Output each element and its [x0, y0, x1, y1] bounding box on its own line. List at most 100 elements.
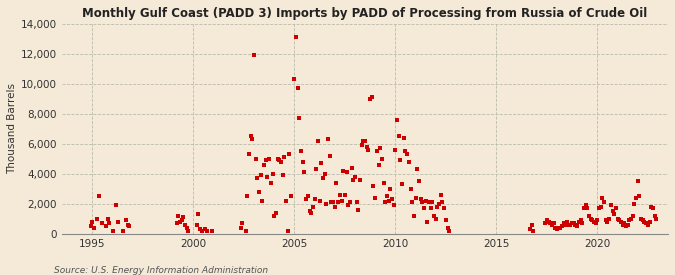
Point	[371, 149, 382, 154]
Point	[548, 221, 559, 226]
Point	[178, 215, 189, 220]
Point	[237, 221, 248, 226]
Point	[353, 208, 364, 212]
Point	[405, 187, 416, 191]
Point	[622, 223, 633, 227]
Point	[207, 229, 217, 233]
Point	[624, 218, 634, 223]
Point	[595, 205, 606, 209]
Point	[627, 214, 638, 218]
Point	[394, 134, 404, 139]
Point	[400, 149, 411, 154]
Point	[377, 157, 387, 161]
Point	[358, 139, 369, 143]
Point	[88, 226, 99, 230]
Point	[336, 199, 347, 203]
Point	[351, 200, 362, 205]
Point	[318, 176, 329, 181]
Point	[557, 224, 568, 229]
Point	[570, 223, 581, 227]
Point	[636, 217, 647, 221]
Point	[647, 206, 658, 211]
Point	[390, 148, 401, 152]
Point	[370, 196, 381, 200]
Point	[302, 194, 313, 199]
Point	[609, 212, 620, 217]
Point	[87, 220, 98, 224]
Point	[550, 226, 561, 230]
Point	[560, 223, 571, 227]
Point	[378, 181, 389, 185]
Point	[558, 221, 569, 226]
Point	[375, 146, 385, 151]
Point	[435, 193, 446, 197]
Point	[286, 194, 296, 199]
Point	[240, 229, 251, 233]
Point	[245, 134, 256, 139]
Point	[112, 220, 123, 224]
Point	[589, 220, 599, 224]
Point	[344, 200, 355, 205]
Point	[348, 178, 358, 182]
Point	[614, 218, 624, 223]
Point	[308, 205, 319, 209]
Point	[252, 176, 263, 181]
Point	[444, 229, 455, 233]
Point	[292, 86, 303, 90]
Point	[201, 229, 212, 233]
Point	[319, 172, 330, 176]
Point	[404, 160, 414, 164]
Point	[574, 220, 585, 224]
Point	[385, 187, 396, 191]
Point	[431, 217, 441, 221]
Point	[361, 145, 372, 149]
Point	[543, 220, 554, 224]
Point	[629, 202, 640, 206]
Point	[439, 206, 450, 211]
Point	[584, 214, 595, 218]
Point	[575, 218, 586, 223]
Point	[255, 173, 266, 178]
Point	[395, 158, 406, 163]
Point	[418, 206, 429, 211]
Point	[649, 214, 660, 218]
Point	[634, 194, 645, 199]
Point	[173, 214, 184, 218]
Point	[617, 223, 628, 227]
Point	[324, 154, 335, 158]
Point	[269, 214, 279, 218]
Point	[343, 203, 354, 208]
Point	[442, 226, 453, 230]
Point	[333, 200, 344, 205]
Point	[590, 221, 601, 226]
Y-axis label: Thousand Barrels: Thousand Barrels	[7, 83, 17, 174]
Point	[565, 223, 576, 227]
Point	[121, 218, 132, 223]
Point	[429, 214, 439, 218]
Point	[327, 200, 338, 205]
Point	[632, 179, 643, 184]
Point	[555, 226, 566, 230]
Point	[117, 229, 128, 233]
Point	[265, 181, 276, 185]
Point	[592, 218, 603, 223]
Point	[578, 206, 589, 211]
Point	[432, 205, 443, 209]
Point	[94, 194, 105, 199]
Point	[301, 197, 312, 202]
Point	[441, 218, 452, 223]
Point	[651, 217, 661, 221]
Point	[610, 206, 621, 211]
Point	[373, 163, 384, 167]
Point	[272, 157, 283, 161]
Point	[424, 200, 435, 205]
Point	[248, 53, 259, 57]
Point	[368, 184, 379, 188]
Point	[540, 221, 551, 226]
Point	[643, 223, 653, 227]
Point	[554, 226, 564, 230]
Text: Source: U.S. Energy Information Administration: Source: U.S. Energy Information Administ…	[54, 266, 268, 275]
Point	[364, 97, 375, 101]
Point	[587, 218, 597, 223]
Point	[196, 229, 207, 233]
